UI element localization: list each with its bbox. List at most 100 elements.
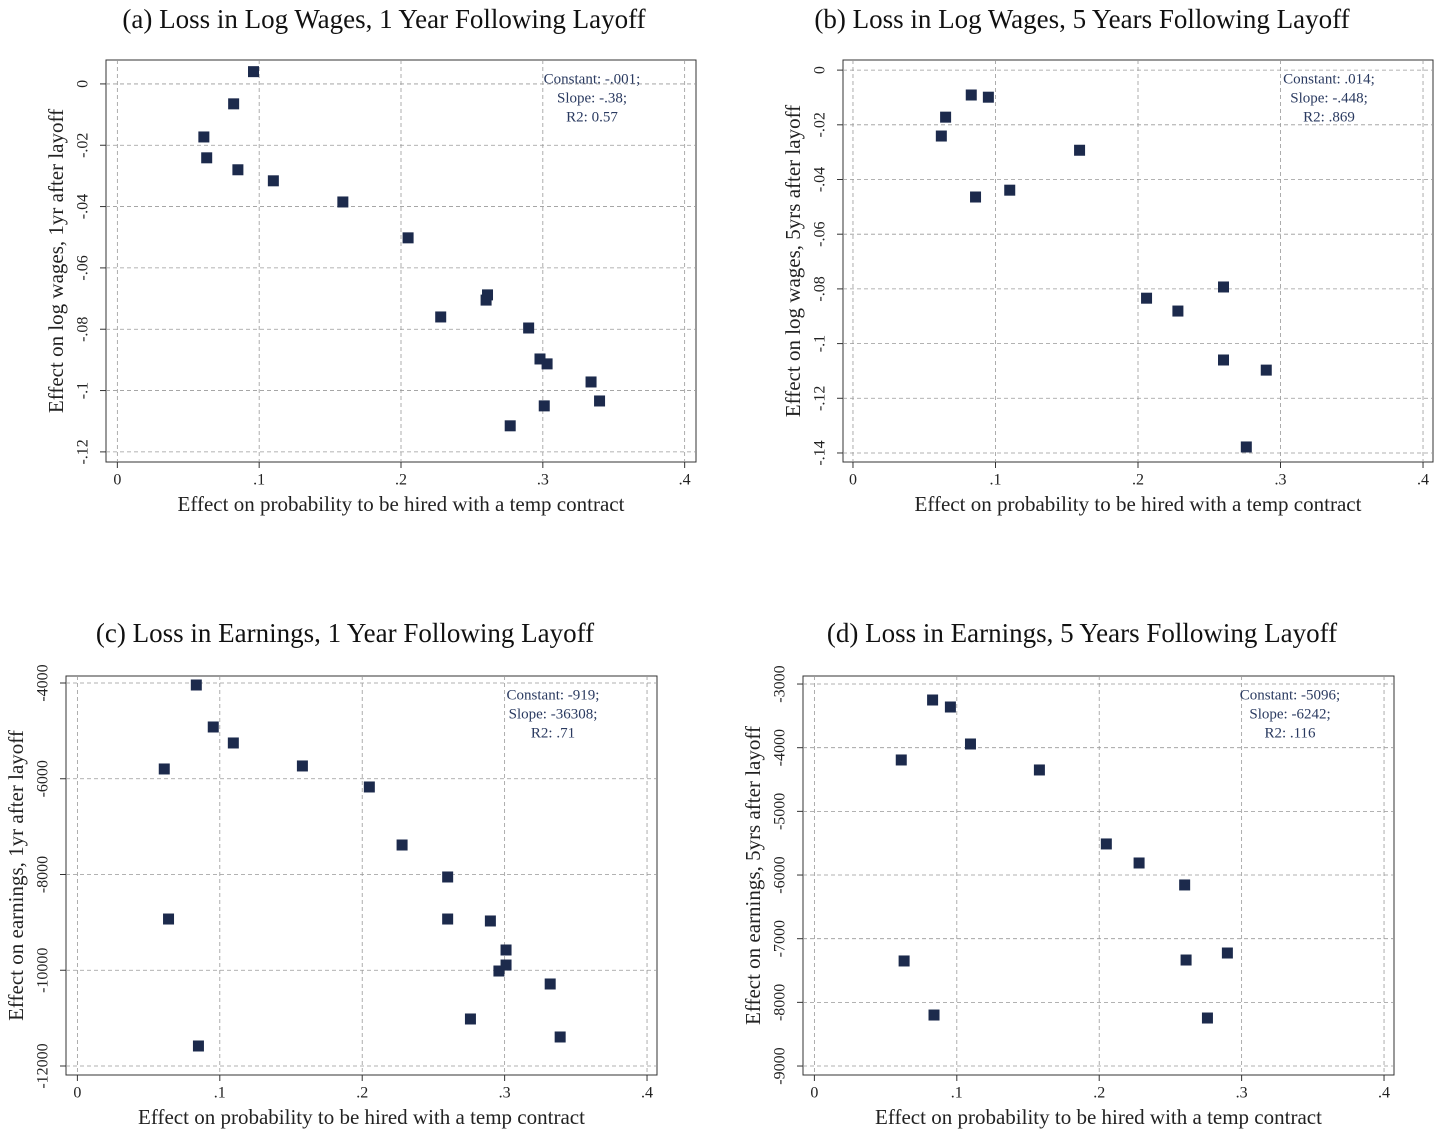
annotation: R2: .116 <box>1264 725 1316 741</box>
x-tick-label: 0 <box>113 472 121 489</box>
y-tick-label: -.02 <box>75 133 92 158</box>
scatter-point <box>538 400 550 412</box>
y-axis-label: Effect on log wages, 1yr after layoff <box>44 109 68 413</box>
scatter-point <box>1218 354 1230 366</box>
panel: (d) Loss in Earnings, 5 Years Following … <box>741 618 1395 1129</box>
scatter-point <box>402 232 414 244</box>
scatter-point <box>982 91 994 103</box>
annotation: R2: .869 <box>1303 109 1355 125</box>
scatter-point <box>464 1013 476 1025</box>
scatter-point <box>442 871 454 883</box>
panel: (b) Loss in Log Wages, 5 Years Following… <box>781 4 1434 516</box>
scatter-point <box>927 694 939 706</box>
scatter-point <box>500 944 512 956</box>
scatter-point <box>594 395 606 407</box>
panel: (a) Loss in Log Wages, 1 Year Following … <box>44 4 697 516</box>
x-tick-label: .2 <box>1093 1085 1105 1102</box>
scatter-point <box>493 965 505 977</box>
x-tick-label: .1 <box>951 1085 963 1102</box>
x-tick-label: .3 <box>1236 1085 1248 1102</box>
scatter-point <box>965 89 977 101</box>
scatter-point <box>296 760 308 772</box>
y-axis-label: Effect on log wages, 5yrs after layoff <box>781 105 805 417</box>
scatter-point <box>192 1040 204 1052</box>
scatter-point <box>544 978 556 990</box>
annotation: Constant: -.001; <box>544 71 641 87</box>
x-tick-label: .2 <box>395 472 407 489</box>
scatter-point <box>500 959 512 971</box>
y-axis-label: Effect on earnings, 5yrs after layoff <box>741 726 765 1025</box>
annotation: Slope: -.448; <box>1290 90 1368 106</box>
x-tick-label: .1 <box>214 1085 226 1102</box>
scatter-point <box>435 311 447 323</box>
y-tick-label: -.08 <box>812 276 829 301</box>
scatter-point <box>534 353 546 365</box>
y-tick-label: -12000 <box>35 1043 52 1088</box>
plot-frame <box>65 675 658 1076</box>
scatter-point <box>158 763 170 775</box>
scatter-point <box>198 131 210 143</box>
x-tick-label: .4 <box>1417 472 1429 489</box>
annotation: Constant: -919; <box>507 687 600 703</box>
y-tick-label: -10000 <box>35 948 52 993</box>
scatter-point <box>396 839 408 851</box>
scatter-point <box>541 358 553 370</box>
annotation: Constant: -5096; <box>1240 687 1340 703</box>
scatter-point <box>267 175 279 187</box>
y-tick-label: -7000 <box>772 920 789 957</box>
y-axis-label: Effect on earnings, 1yr after layoff <box>4 730 28 1021</box>
x-axis-label: Effect on probability to be hired with a… <box>178 492 625 516</box>
scatter-point <box>442 913 454 925</box>
y-tick-label: -.12 <box>75 439 92 464</box>
scatter-point <box>585 376 597 388</box>
y-tick-label: -.04 <box>75 194 92 219</box>
scatter-point <box>201 152 213 164</box>
chart-title: (a) Loss in Log Wages, 1 Year Following … <box>122 4 645 34</box>
y-tick-label: -3000 <box>772 665 789 702</box>
scatter-point <box>1201 1012 1213 1024</box>
y-tick-label: -.08 <box>75 317 92 342</box>
x-axis-label: Effect on probability to be hired with a… <box>875 1105 1322 1129</box>
x-tick-label: .4 <box>679 472 691 489</box>
x-axis-label: Effect on probability to be hired with a… <box>915 492 1362 516</box>
y-tick-label: -.12 <box>812 386 829 411</box>
scatter-point <box>207 721 219 733</box>
y-tick-label: -.06 <box>75 255 92 280</box>
scatter-point <box>1179 879 1191 891</box>
annotation: Slope: -36308; <box>509 706 598 722</box>
scatter-point <box>964 738 976 750</box>
y-tick-label: 0 <box>812 66 829 74</box>
scatter-point <box>1172 305 1184 317</box>
scatter-point <box>480 294 492 306</box>
y-tick-label: -8000 <box>35 856 52 893</box>
scatter-point <box>484 915 496 927</box>
annotation: Slope: -.38; <box>557 90 627 106</box>
scatter-point <box>337 196 349 208</box>
scatter-point <box>554 1031 566 1043</box>
scatter-point <box>1004 184 1016 196</box>
annotation: Slope: -6242; <box>1249 706 1330 722</box>
y-tick-label: -.02 <box>812 112 829 137</box>
x-tick-label: 0 <box>73 1085 81 1102</box>
scatter-point <box>1100 838 1112 850</box>
scatter-point <box>1133 857 1145 869</box>
scatter-point <box>227 737 239 749</box>
scatter-point <box>190 679 202 691</box>
x-tick-label: .2 <box>1132 472 1144 489</box>
scatter-point <box>228 98 240 110</box>
y-tick-label: -6000 <box>35 760 52 797</box>
x-tick-label: 0 <box>810 1085 818 1102</box>
x-tick-label: .3 <box>1275 472 1287 489</box>
scatter-point <box>232 164 244 176</box>
chart-title: (d) Loss in Earnings, 5 Years Following … <box>827 618 1337 648</box>
x-axis-label: Effect on probability to be hired with a… <box>138 1105 585 1129</box>
scatter-point <box>1180 954 1192 966</box>
y-tick-label: -.14 <box>812 440 829 465</box>
scatter-point <box>1074 144 1086 156</box>
y-tick-label: -6000 <box>772 856 789 893</box>
scatter-point <box>1260 364 1272 376</box>
scatter-point <box>1033 764 1045 776</box>
y-tick-label: -5000 <box>772 793 789 830</box>
y-tick-label: -.1 <box>812 335 829 352</box>
